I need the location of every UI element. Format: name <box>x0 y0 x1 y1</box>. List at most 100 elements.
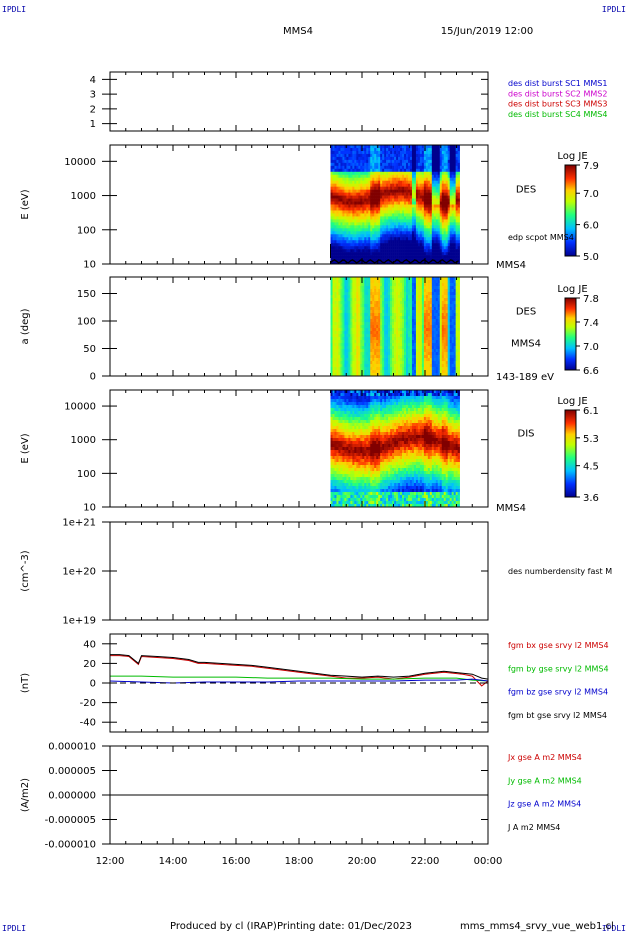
spectrogram-cell <box>380 255 383 259</box>
spectrogram-cell <box>336 349 339 353</box>
spectrogram-cell <box>392 198 395 202</box>
spectrogram-cell <box>354 243 357 247</box>
spectrogram-cell <box>406 283 409 287</box>
spectrogram-cell <box>427 295 431 299</box>
spectrogram-cell <box>390 346 393 350</box>
spectrogram-cell <box>453 331 456 335</box>
spectrogram-cell <box>419 234 423 238</box>
spectrogram-cell <box>340 426 343 430</box>
spectrogram-cell <box>455 358 458 362</box>
spectrogram-cell <box>364 225 367 229</box>
spectrogram-cell <box>423 216 427 220</box>
spectrogram-cell <box>388 298 391 302</box>
spectrogram-cell <box>354 228 357 232</box>
spectrogram-cell <box>394 168 397 173</box>
spectrogram-cell <box>358 171 361 176</box>
spectrogram-cell <box>406 237 409 241</box>
spectrogram-cell <box>374 289 377 293</box>
spectrogram-cell <box>390 228 393 232</box>
spectrogram-cell <box>447 186 451 190</box>
spectrogram-cell <box>358 261 361 265</box>
spectrogram-cell <box>360 298 363 302</box>
spectrogram-cell <box>360 207 363 211</box>
spectrogram-cell <box>382 213 385 217</box>
spectrogram-cell <box>340 183 343 187</box>
spectrogram-cell <box>356 292 359 296</box>
spectrogram-cell <box>338 346 341 350</box>
spectrogram-cell <box>344 258 347 262</box>
spectrogram-cell <box>445 313 449 317</box>
spectrogram-cell <box>340 486 343 490</box>
spectrogram-cell <box>360 183 363 187</box>
spectrogram-cell <box>400 204 403 208</box>
spectrogram-cell <box>340 423 343 427</box>
spectrogram-cell <box>376 295 379 299</box>
spectrogram-cell <box>437 186 441 190</box>
spectrogram-cell <box>443 177 447 181</box>
spectrogram-cell <box>346 228 349 232</box>
spectrogram-cell <box>340 174 343 179</box>
spectrogram-cell <box>415 177 419 181</box>
spectrogram-cell <box>340 495 343 499</box>
spectrogram-cell <box>411 349 415 353</box>
spectrogram-cell <box>368 147 371 152</box>
spectrogram-cell <box>406 346 409 350</box>
spectrogram-cell <box>421 277 425 281</box>
spectrogram-cell <box>453 319 456 323</box>
spectrogram-cell <box>330 243 333 247</box>
spectrogram-cell <box>402 231 405 235</box>
spectrogram-cell <box>435 198 439 202</box>
spectrogram-cell <box>449 255 453 259</box>
spectrogram-cell <box>368 373 371 377</box>
spectrogram-cell <box>400 189 403 193</box>
spectrogram-cell <box>415 370 419 374</box>
spectrogram-cell <box>417 195 421 199</box>
spectrogram-cell <box>356 204 359 208</box>
spectrogram-cell <box>402 150 405 155</box>
spectrogram-cell <box>439 364 443 368</box>
spectrogram-cell <box>396 195 399 199</box>
spectrogram-cell <box>336 411 339 415</box>
spectrogram-cell <box>386 213 389 217</box>
spectrogram-cell <box>350 346 353 350</box>
spectrogram-cell <box>348 298 351 302</box>
spectrogram-cell <box>453 286 456 290</box>
spectrogram-cell <box>449 243 453 247</box>
spectrogram-cell <box>370 328 373 332</box>
spectrogram-cell <box>443 364 447 368</box>
spectrogram-cell <box>447 355 451 359</box>
spectrogram-cell <box>394 153 397 158</box>
spectrogram-cell <box>406 177 409 181</box>
spectrogram-cell <box>366 364 369 368</box>
spectrogram-cell <box>336 474 339 478</box>
spectrogram-cell <box>340 405 343 409</box>
spectrogram-cell <box>382 340 385 344</box>
spectrogram-cell <box>439 153 443 158</box>
spectrogram-cell <box>380 237 383 241</box>
spectrogram-cell <box>366 192 369 196</box>
spectrogram-cell <box>447 349 451 353</box>
spectrogram-cell <box>421 343 425 347</box>
spectrogram-cell <box>346 346 349 350</box>
spectrogram-cell <box>388 316 391 320</box>
spectrogram-cell <box>388 145 391 149</box>
spectrogram-cell <box>334 277 337 281</box>
spectrogram-cell <box>332 183 335 187</box>
spectrogram-cell <box>394 213 397 217</box>
spectrogram-cell <box>435 322 439 326</box>
spectrogram-cell <box>372 331 375 335</box>
spectrogram-cell <box>350 307 353 311</box>
spectrogram-cell <box>378 286 381 290</box>
spectrogram-cell <box>382 168 385 173</box>
spectrogram-cell <box>340 159 343 164</box>
spectrogram-cell <box>433 307 437 311</box>
spectrogram-cell <box>334 280 337 284</box>
spectrogram-cell <box>372 195 375 199</box>
spectrogram-cell <box>366 186 369 190</box>
spectrogram-cell <box>451 168 454 173</box>
spectrogram-cell <box>340 195 343 199</box>
spectrogram-cell <box>376 165 379 170</box>
spectrogram-cell <box>415 156 419 161</box>
spectrogram-cell <box>417 174 421 179</box>
spectrogram-cell <box>384 240 387 244</box>
